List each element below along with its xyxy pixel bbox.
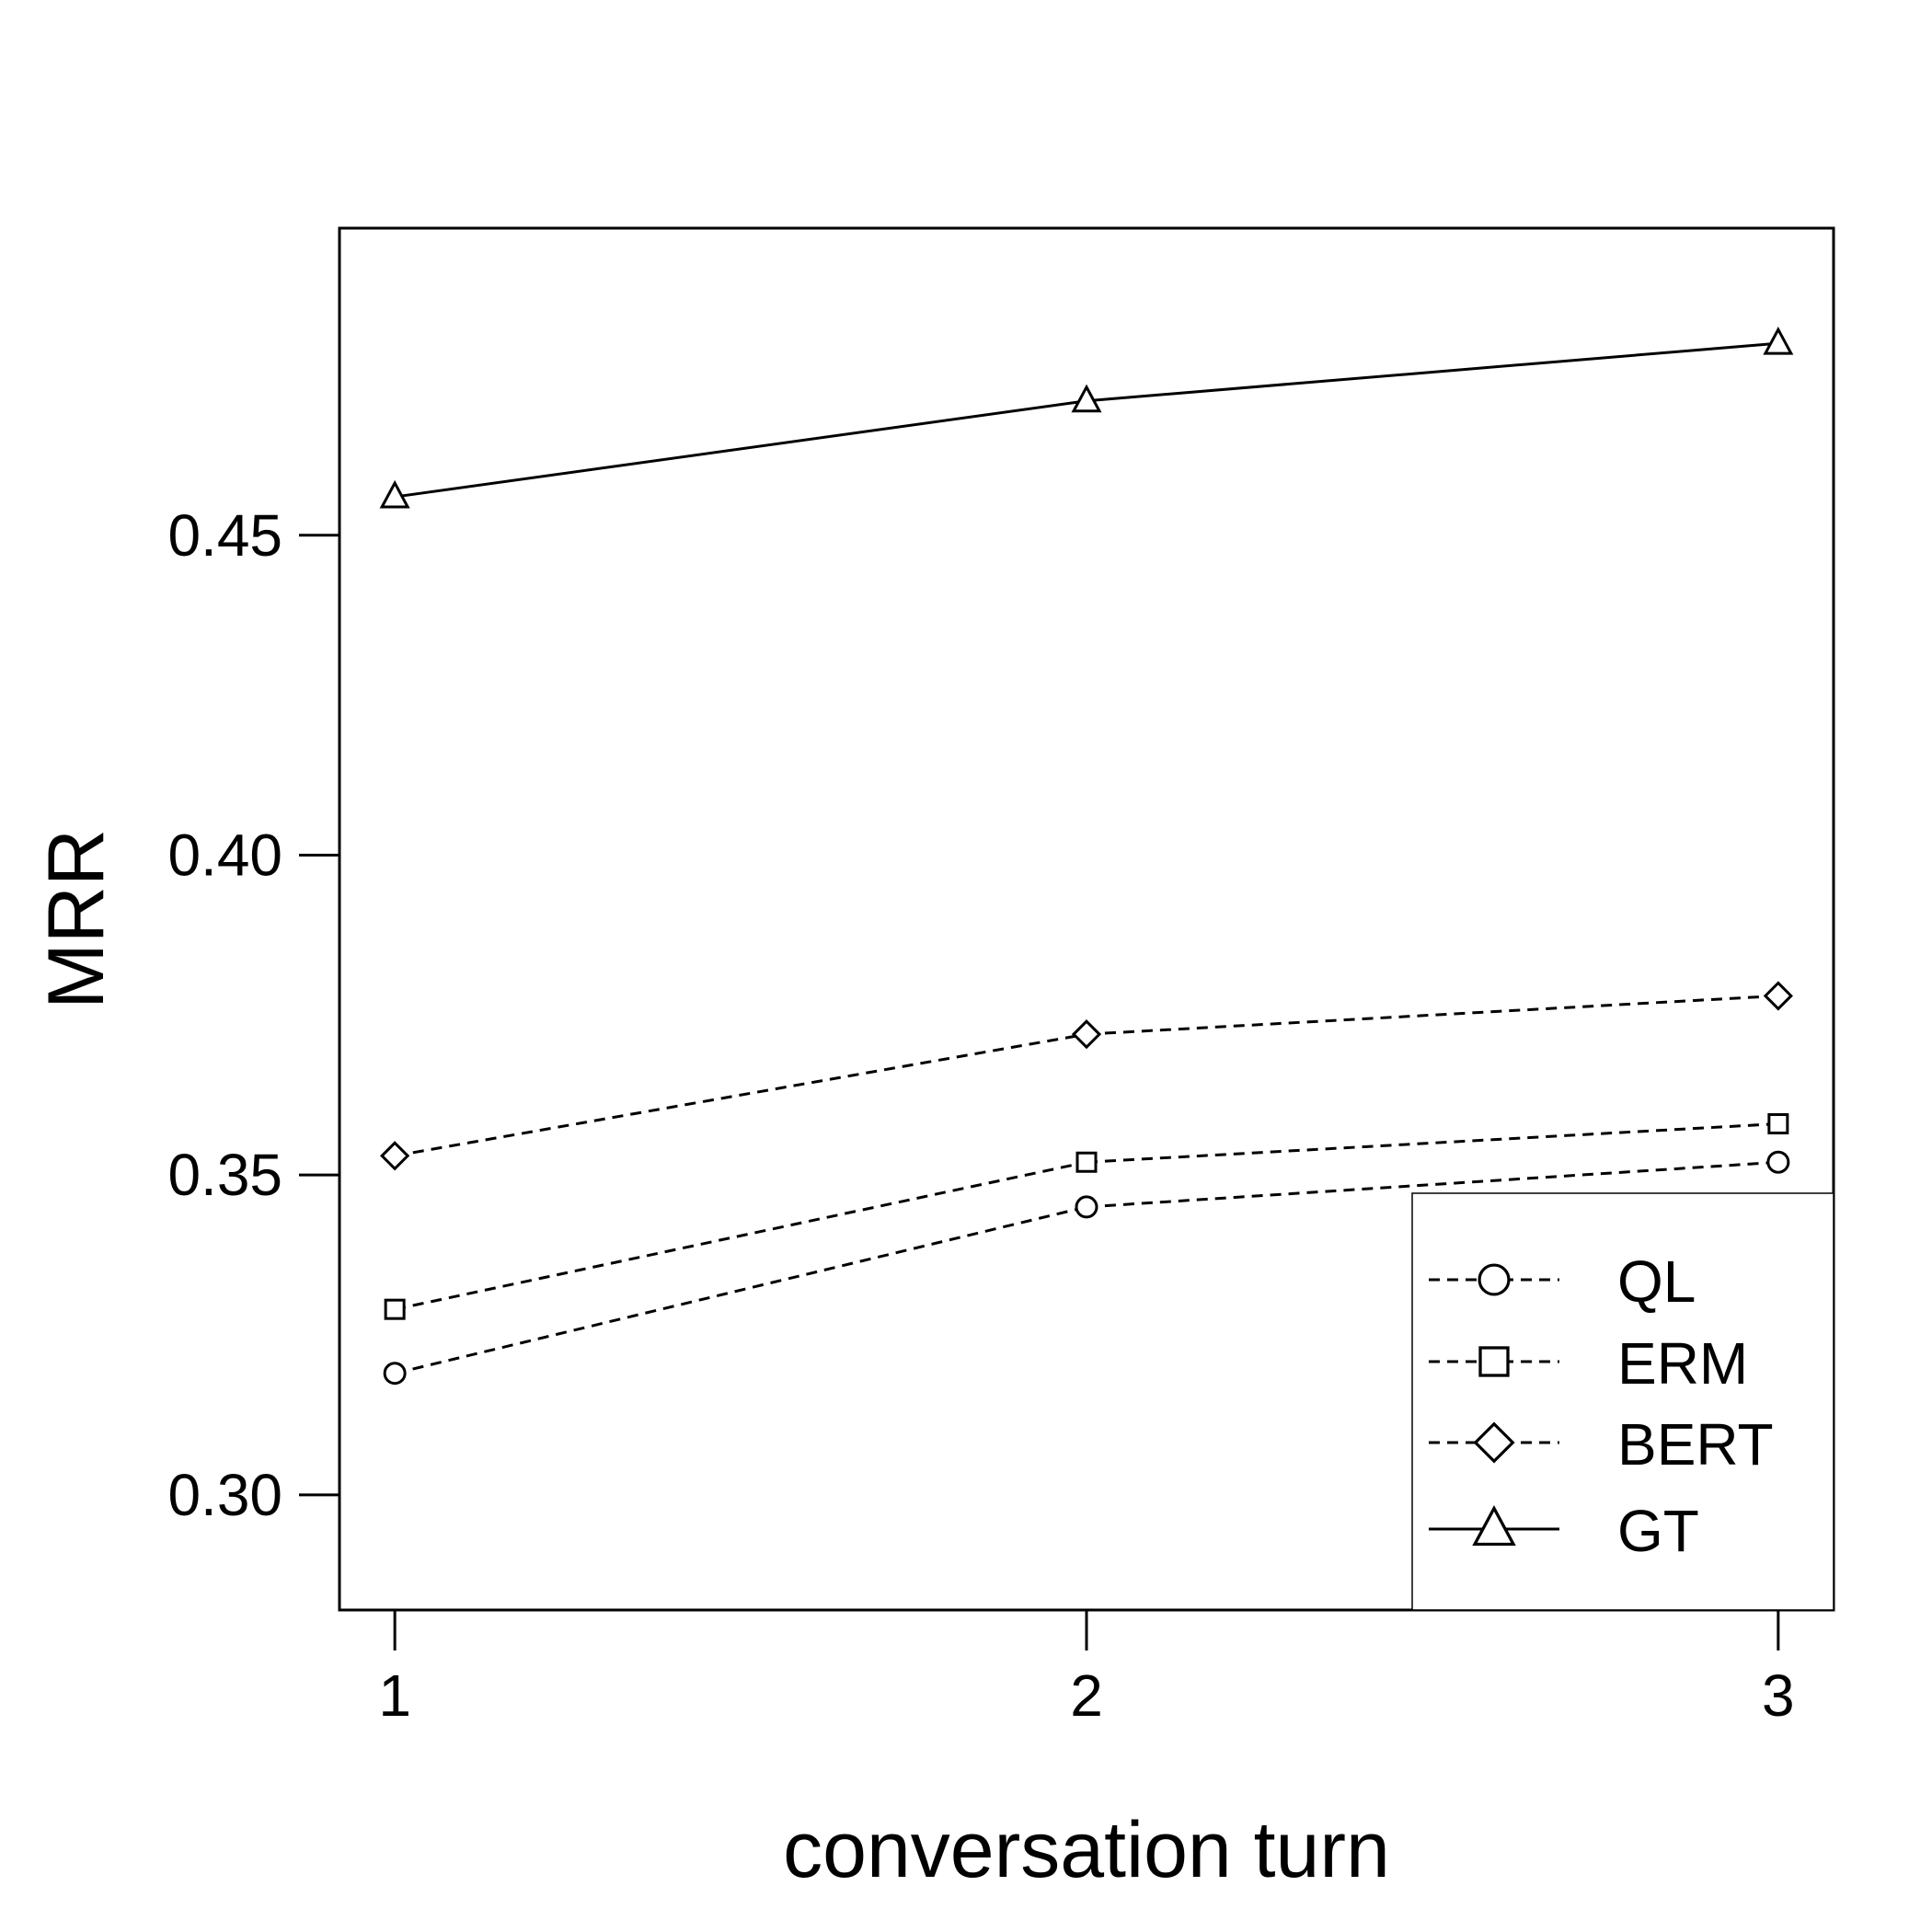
data-point-ql bbox=[1766, 1150, 1790, 1174]
legend-item-erm: ERM bbox=[1429, 1330, 1748, 1397]
x-tick-label: 3 bbox=[1762, 1662, 1795, 1729]
series-line-segment-gt bbox=[1086, 341, 1778, 403]
y-axis-title: MRR bbox=[32, 829, 121, 1009]
data-point-erm bbox=[1767, 1113, 1789, 1135]
data-point-erm bbox=[1075, 1151, 1098, 1173]
x-axis-title: conversation turn bbox=[783, 1806, 1390, 1894]
data-point-bert bbox=[1071, 1019, 1102, 1050]
legend-marker-ql bbox=[1478, 1263, 1511, 1296]
data-point-gt bbox=[379, 479, 410, 509]
x-tick-label: 2 bbox=[1070, 1662, 1103, 1729]
series-line-segment-erm bbox=[394, 1160, 1087, 1311]
series-gt bbox=[379, 327, 1794, 509]
legend-marker-gt bbox=[1472, 1505, 1516, 1547]
legend-label-bert: BERT bbox=[1617, 1411, 1774, 1478]
legend-marker-erm bbox=[1478, 1346, 1510, 1377]
x-axis: 1 2 3 bbox=[378, 1610, 1795, 1729]
series-line-segment-bert bbox=[1086, 994, 1778, 1036]
data-point-gt bbox=[1071, 384, 1102, 413]
legend-marker-bert bbox=[1473, 1421, 1515, 1464]
series-line-segment-ql bbox=[1086, 1160, 1778, 1209]
data-point-ql bbox=[1075, 1195, 1098, 1219]
legend-item-gt: GT bbox=[1429, 1498, 1699, 1564]
legend-label-erm: ERM bbox=[1617, 1330, 1748, 1397]
series-erm bbox=[384, 1113, 1789, 1320]
legend-label-gt: GT bbox=[1617, 1498, 1699, 1564]
y-tick-label: 0.45 bbox=[167, 502, 282, 569]
legend-item-ql: QL bbox=[1429, 1248, 1696, 1315]
legend-label-ql: QL bbox=[1617, 1248, 1696, 1315]
series-line-segment-erm bbox=[1086, 1122, 1778, 1164]
data-point-erm bbox=[384, 1298, 406, 1320]
data-point-bert bbox=[1763, 981, 1793, 1011]
series-bert bbox=[380, 981, 1793, 1171]
series-line-segment-ql bbox=[394, 1205, 1087, 1375]
y-tick-label: 0.35 bbox=[167, 1142, 282, 1208]
x-tick-label: 1 bbox=[378, 1662, 411, 1729]
series-layer bbox=[379, 327, 1794, 1386]
series-ql bbox=[383, 1150, 1790, 1386]
y-tick-label: 0.40 bbox=[167, 822, 282, 888]
series-line-segment-gt bbox=[394, 399, 1087, 499]
legend-item-bert: BERT bbox=[1429, 1411, 1774, 1478]
series-line-segment-bert bbox=[394, 1032, 1087, 1157]
y-axis: 0.30 0.35 0.40 0.45 bbox=[167, 502, 339, 1528]
legend: QL ERM BERT GT bbox=[1411, 1192, 1834, 1611]
data-point-bert bbox=[380, 1141, 410, 1171]
data-point-gt bbox=[1763, 327, 1794, 355]
y-tick-label: 0.30 bbox=[167, 1462, 282, 1528]
data-point-ql bbox=[383, 1362, 407, 1386]
